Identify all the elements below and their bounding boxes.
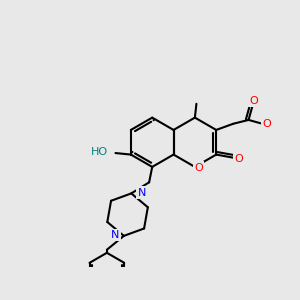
Text: O: O	[250, 96, 258, 106]
Text: HO: HO	[91, 147, 108, 157]
Text: N: N	[111, 230, 119, 240]
Text: O: O	[263, 119, 272, 129]
Text: N: N	[137, 188, 146, 198]
Text: O: O	[234, 154, 243, 164]
Text: O: O	[194, 163, 203, 173]
